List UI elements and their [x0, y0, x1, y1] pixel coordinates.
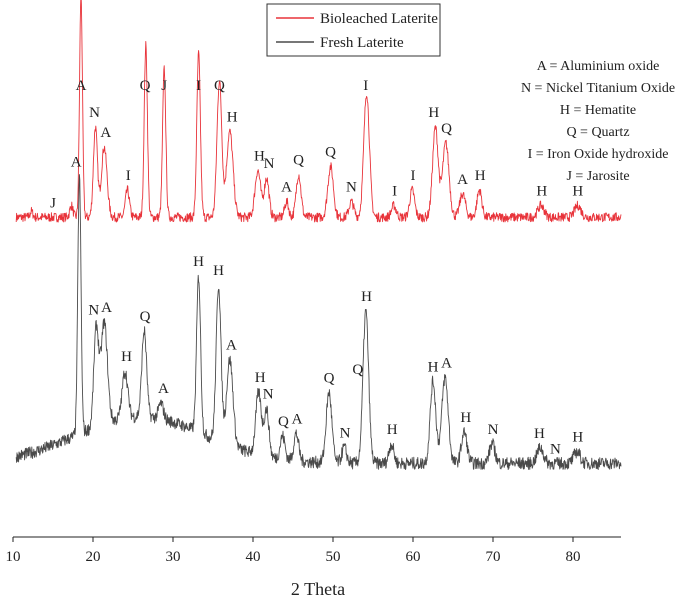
- x-tick-label: 50: [326, 549, 341, 565]
- x-tick-label: 30: [166, 549, 181, 565]
- key-line-aluminium-oxide: A = Aluminium oxide: [537, 59, 660, 74]
- bioleached-peak-label: I: [363, 78, 368, 94]
- fresh-peak-label: N: [88, 302, 99, 318]
- key-line-hematite: H = Hematite: [560, 103, 636, 118]
- x-tick-label: 10: [6, 549, 21, 565]
- bioleached-peak-label: I: [411, 168, 416, 184]
- key-line-quartz: Q = Quartz: [566, 125, 629, 140]
- bioleached-peak-label: A: [100, 125, 111, 141]
- phase-key: A = Aluminium oxide N = Nickel Titanium …: [521, 59, 675, 184]
- fresh-peak-label: A: [71, 155, 82, 171]
- fresh-peak-label: H: [255, 370, 266, 386]
- x-tick-label: 40: [246, 549, 261, 565]
- fresh-peak-label: H: [572, 430, 583, 446]
- bioleached-peak-label: I: [126, 168, 131, 184]
- fresh-peak-label: H: [193, 254, 204, 270]
- x-tick-label: 20: [86, 549, 101, 565]
- bioleached-peak-label: H: [227, 110, 238, 126]
- bioleached-peak-label: A: [457, 172, 468, 188]
- bioleached-peak-label: H: [254, 149, 265, 165]
- fresh-peak-label: A: [158, 381, 169, 397]
- bioleached-peak-label: H: [572, 184, 583, 200]
- bioleached-peak-label: H: [428, 105, 439, 121]
- series-line-fresh: [15, 174, 622, 471]
- bioleached-peak-label: H: [475, 168, 486, 184]
- key-line-jarosite: J = Jarosite: [566, 169, 629, 184]
- bioleached-peak-label: I: [392, 184, 397, 200]
- bioleached-peak-label: N: [264, 156, 275, 172]
- fresh-peak-label: A: [101, 300, 112, 316]
- bioleached-peak-label: N: [89, 105, 100, 121]
- key-line-iron-oxide-hydroxide: I = Iron Oxide hydroxide: [528, 147, 669, 162]
- legend-label-fresh: Fresh Laterite: [320, 35, 404, 51]
- x-axis-title: 2 Theta: [291, 579, 345, 599]
- bioleached-peak-label: Q: [325, 145, 336, 161]
- fresh-peak-label: A: [226, 338, 237, 354]
- x-tick-label: 60: [406, 549, 421, 565]
- bioleached-peak-label: Q: [214, 78, 225, 94]
- bioleached-peak-label: I: [196, 78, 201, 94]
- fresh-peak-label: Q: [278, 414, 289, 430]
- bioleached-peak-label: J: [50, 195, 56, 211]
- fresh-peak-label: N: [340, 426, 351, 442]
- bioleached-peak-label: H: [536, 184, 547, 200]
- key-line-nickel-titanium-oxide: N = Nickel Titanium Oxide: [521, 81, 675, 96]
- fresh-peak-label: H: [428, 359, 439, 375]
- fresh-peak-label: Q: [324, 371, 335, 387]
- fresh-peak-label: H: [534, 426, 545, 442]
- bioleached-peak-label: Q: [441, 121, 452, 137]
- legend-frame: [266, 3, 441, 57]
- bioleached-peak-label: A: [281, 180, 292, 196]
- bioleached-peak-label: Q: [293, 152, 304, 168]
- fresh-peak-label: Q: [352, 362, 363, 378]
- fresh-peak-label: H: [460, 410, 471, 426]
- x-tick-label: 80: [566, 549, 581, 565]
- fresh-peak-label: H: [121, 349, 132, 365]
- legend-label-bioleached: Bioleached Laterite: [320, 11, 438, 27]
- x-axis-ticks: 10 20 30 40 50 60 70 80: [6, 537, 581, 565]
- fresh-peak-label: A: [292, 412, 303, 428]
- fresh-peak-label: N: [263, 387, 274, 403]
- bioleached-peak-label: A: [76, 78, 87, 94]
- fresh-peak-label: H: [361, 289, 372, 305]
- series-line-bioleached: [15, 0, 622, 223]
- bioleached-peak-label: J: [161, 78, 167, 94]
- legend: Bioleached Laterite Fresh Laterite: [266, 3, 441, 57]
- fresh-peak-label: N: [550, 441, 561, 457]
- fresh-peak-label: A: [441, 356, 452, 372]
- x-tick-label: 70: [486, 549, 501, 565]
- bioleached-peak-label: Q: [140, 78, 151, 94]
- bioleached-peak-label: N: [346, 180, 357, 196]
- fresh-peak-label: H: [387, 422, 398, 438]
- fresh-peak-label: Q: [140, 309, 151, 325]
- fresh-peak-label: N: [488, 422, 499, 438]
- fresh-peak-label: H: [213, 263, 224, 279]
